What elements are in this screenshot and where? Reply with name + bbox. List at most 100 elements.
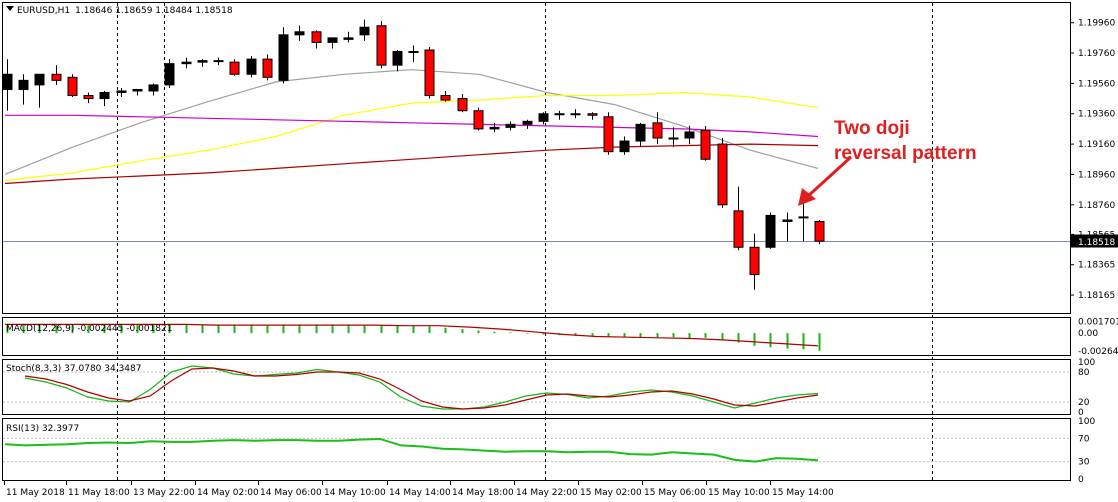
stochastic-main-line	[24, 365, 819, 410]
stochastic-header: Stoch(8,3,3) 37.0780 34.3487	[6, 364, 141, 374]
rsi-tick-label: 30	[1078, 458, 1090, 468]
annotation-arrow-shaft	[805, 155, 853, 199]
candle-bull	[213, 60, 224, 63]
price-tick-label: 1.18365	[1078, 261, 1115, 271]
candle-bull	[782, 219, 793, 222]
stochastic-tick-label: 0	[1078, 408, 1084, 418]
rsi-panel-frame	[2, 418, 1071, 481]
candle-bull	[408, 51, 419, 54]
candle-bull	[798, 216, 809, 219]
stochastic-tick-label: 80	[1078, 368, 1090, 378]
candle-bull	[181, 61, 192, 65]
candle-bull	[116, 90, 127, 93]
candle-bull	[684, 131, 695, 139]
candle-bull	[278, 34, 289, 81]
candle-bear	[229, 61, 240, 75]
time-axis: 11 May 2018 11 May 18:00 13 May 22:00 14 Ma…	[4, 481, 834, 498]
moving-averages	[4, 69, 819, 185]
candle-bear	[424, 49, 435, 97]
time-tick-label: 14 May 18:00	[452, 488, 514, 498]
current-price-badge	[1071, 234, 1118, 248]
macd-signal-line	[5, 323, 819, 347]
current-price-label: 1.18518	[1078, 238, 1115, 248]
stochastic-tick-label: 20	[1078, 398, 1090, 408]
candle-bear	[603, 116, 614, 153]
stochastic-signal-line	[24, 367, 819, 410]
header-triangle-icon	[6, 6, 14, 11]
header-ohlc: 1.18646 1.18659 1.18484 1.18518	[75, 6, 233, 16]
rsi-tick-label: 70	[1078, 434, 1090, 444]
price-header: EURUSD,H1 1.18646 1.18659 1.18484 1.18518	[17, 6, 233, 16]
price-tick-label: 1.19160	[1078, 140, 1115, 150]
candle-bear	[51, 73, 62, 81]
rsi-line	[4, 437, 819, 463]
candle-bull	[505, 123, 516, 128]
annotation-arrow-head-icon	[798, 188, 816, 206]
candle-bear	[67, 76, 78, 97]
candle-bull	[668, 137, 679, 140]
price-tick-label: 1.19960	[1078, 19, 1115, 29]
time-tick-label: 11 May 18:00	[68, 488, 130, 498]
candle-bull	[148, 84, 159, 92]
candle-bull	[132, 88, 143, 92]
candle-bull	[246, 58, 257, 75]
candle-bull	[2, 73, 13, 90]
macd-tick-label: 0.00	[1078, 329, 1098, 339]
time-tick-label: 14 May 06:00	[260, 488, 322, 498]
price-axis: 1.19960 1.19760 1.19560 1.19360 1.19160 1.189…	[1070, 19, 1118, 301]
time-tick-label: 15 May 14:00	[772, 488, 834, 498]
candle-bull	[570, 113, 581, 116]
candle-bear	[749, 246, 760, 276]
time-tick-label: 15 May 10:00	[708, 488, 770, 498]
candle-bear	[457, 98, 468, 112]
moving-average-line	[4, 143, 819, 185]
time-tick-label: 15 May 06:00	[644, 488, 706, 498]
macd-tick-label: 0.001701	[1078, 318, 1118, 328]
moving-average-line	[4, 69, 819, 175]
candle-bull	[392, 51, 403, 66]
candle-bull	[765, 214, 776, 248]
candle-bull	[619, 140, 630, 153]
candle-bull	[522, 120, 533, 125]
candle-bear	[587, 113, 598, 116]
candle-bear	[311, 31, 322, 43]
candle-bull	[99, 91, 110, 100]
candle-bull	[164, 63, 175, 86]
time-tick-label: 11 May 2018	[6, 488, 65, 498]
candle-bear	[652, 122, 663, 139]
annotation-line-1: Two doji	[834, 118, 910, 139]
candle-bull	[489, 126, 500, 130]
candle-bull	[197, 60, 208, 63]
annotation: Two doji reversal pattern	[798, 118, 977, 206]
price-tick-label: 1.19560	[1078, 79, 1115, 89]
candle-bear	[717, 143, 728, 206]
time-tick-label: 13 May 22:00	[133, 488, 195, 498]
price-tick-label: 1.19760	[1078, 49, 1115, 59]
rsi-header: RSI(13) 32.3977	[6, 424, 79, 434]
candle-bull	[359, 26, 370, 36]
time-tick-label: 14 May 10:00	[324, 488, 386, 498]
candle-bull	[34, 73, 45, 86]
price-panel-frame	[2, 2, 1071, 314]
panel-frames	[2, 2, 1071, 481]
price-tick-label: 1.19360	[1078, 110, 1115, 120]
time-tick-label: 14 May 22:00	[516, 488, 578, 498]
moving-average-line	[4, 91, 819, 182]
candle-bear	[440, 95, 451, 101]
candle-bear	[83, 95, 94, 100]
macd-header: MACD(12,26,9) -0.002445 -0.001821	[6, 324, 172, 334]
candle-bear	[473, 110, 484, 130]
price-tick-label: 1.18760	[1078, 201, 1115, 211]
candle-bull	[635, 123, 646, 142]
header-symbol: EURUSD,H1	[17, 6, 70, 16]
candle-bear	[700, 129, 711, 160]
candle-bull	[18, 79, 29, 90]
candle-bull	[554, 113, 565, 116]
annotation-line-2: reversal pattern	[834, 143, 977, 164]
candle-bull	[538, 113, 549, 122]
price-tick-label: 1.18165	[1078, 291, 1115, 301]
candle-bear	[262, 58, 273, 78]
